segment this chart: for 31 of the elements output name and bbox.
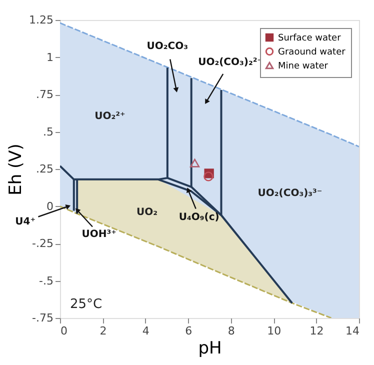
x-tick-label: 4 bbox=[142, 324, 150, 338]
y-tick-label: 1 bbox=[46, 50, 54, 64]
x-axis-title: pH bbox=[198, 338, 222, 358]
y-axis-title: Eh (V) bbox=[6, 144, 26, 196]
legend-label: Mine water bbox=[278, 62, 328, 72]
y-tick-label: 1.25 bbox=[29, 14, 54, 26]
annotation: UO₂(CO₃)₃³⁻ bbox=[258, 188, 322, 199]
y-tick-label: .75 bbox=[36, 88, 54, 101]
annotation: UO₂CO₃ bbox=[146, 41, 188, 52]
y-tick-label: .5 bbox=[43, 125, 54, 138]
x-tick-label: 10 bbox=[267, 324, 282, 338]
annotation: U4⁺ bbox=[15, 216, 36, 228]
y-tick-label: .25 bbox=[36, 162, 54, 176]
y-tick-label: 0 bbox=[46, 200, 54, 213]
annotation: 25°C bbox=[70, 297, 102, 312]
x-tick-label: 0 bbox=[60, 324, 68, 338]
annotation: UO₂ bbox=[136, 207, 158, 218]
legend-label: Surface water bbox=[278, 34, 342, 44]
y-tick-label: -.75 bbox=[32, 312, 54, 324]
x-tick-label: 8 bbox=[228, 324, 235, 338]
annotation: UO₂²⁺ bbox=[94, 111, 126, 122]
annotation: UO₂(CO₃)₂²⁻ bbox=[198, 56, 262, 68]
annotation: U₄O₉(c) bbox=[178, 212, 220, 223]
x-tick-label: 14 bbox=[346, 324, 360, 338]
x-tick-label: 2 bbox=[100, 324, 107, 338]
x-tick-label: 6 bbox=[185, 324, 192, 338]
legend-label: Graound water bbox=[278, 48, 346, 58]
annotation: UOH³⁺ bbox=[82, 228, 116, 240]
x-tick-label: 12 bbox=[310, 324, 324, 338]
y-tick-label: -.25 bbox=[32, 237, 54, 250]
y-tick-label: -.5 bbox=[39, 274, 54, 288]
